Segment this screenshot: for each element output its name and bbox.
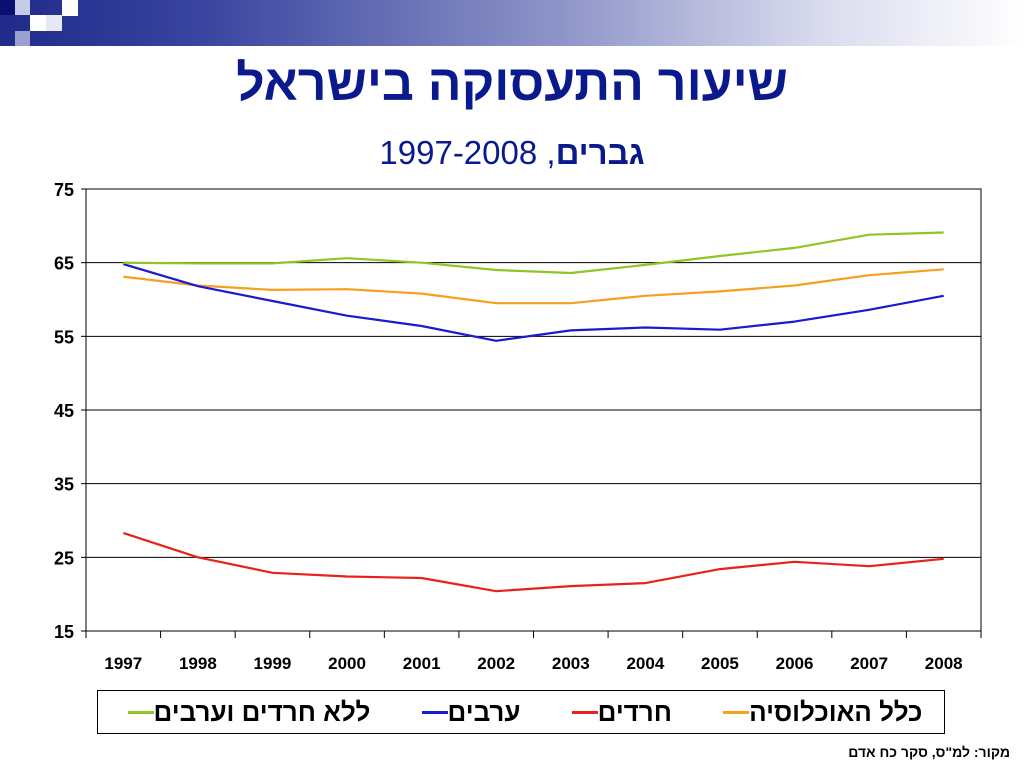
x-tick-label: 2007 <box>850 654 888 673</box>
decoration-square-4 <box>46 15 62 31</box>
legend-swatch <box>571 710 598 714</box>
series-line <box>197 556 422 580</box>
y-tick-label: 65 <box>54 254 74 274</box>
source-note: מקור: למ"ס, סקר כח אדם <box>848 744 1010 760</box>
legend-label: ערבים <box>447 696 521 727</box>
y-tick-label: 35 <box>54 475 74 495</box>
x-tick-label: 2003 <box>552 654 590 673</box>
legend-item: ללא חרדים וערבים <box>120 696 371 728</box>
series-line <box>197 231 944 275</box>
x-tick-label: 2005 <box>701 654 739 673</box>
series-line <box>122 531 199 559</box>
series-line <box>421 557 944 593</box>
chart-legend: כלל האוכלוסיה חרדים ערבים ללא חרדים וערבים <box>97 690 945 734</box>
x-tick-label: 1999 <box>254 654 292 673</box>
series-line <box>123 261 198 265</box>
decoration-square-5 <box>15 31 30 46</box>
series-line <box>123 268 944 305</box>
legend-item: חרדים <box>564 697 672 728</box>
legend-swatch <box>127 710 154 714</box>
legend-label: ללא חרדים וערבים <box>153 696 371 727</box>
x-tick-label: 2006 <box>776 654 814 673</box>
legend-item: ערבים <box>414 697 521 728</box>
series-line <box>197 285 422 328</box>
y-tick-label: 55 <box>54 327 74 347</box>
slide-title: שיעור התעסוקה בישראל <box>236 55 788 111</box>
series-line <box>122 263 199 288</box>
header-decoration-bar <box>0 0 1024 46</box>
x-tick-label: 2004 <box>626 654 664 673</box>
decoration-square-2 <box>15 0 30 15</box>
decoration-square-6 <box>62 0 78 16</box>
x-tick-label: 2001 <box>403 654 441 673</box>
x-tick-label: 2002 <box>477 654 515 673</box>
y-tick-label: 15 <box>54 622 74 642</box>
legend-swatch <box>723 710 750 714</box>
x-tick-label: 1998 <box>179 654 217 673</box>
decoration-square-3 <box>30 15 46 31</box>
y-tick-label: 75 <box>54 180 74 200</box>
y-tick-label: 25 <box>54 548 74 568</box>
slide-subtitle: גברים, 1997-2008 <box>0 136 1024 169</box>
legend-label: כלל האוכלוסיה <box>749 696 923 727</box>
x-tick-label: 2008 <box>925 654 963 673</box>
subtitle-gender: גברים <box>555 134 645 171</box>
subtitle-years: , 1997-2008 <box>379 134 556 171</box>
legend-label: חרדים <box>597 696 672 727</box>
x-tick-label: 1997 <box>104 654 142 673</box>
decoration-square-1 <box>0 0 15 15</box>
legend-swatch <box>421 710 448 714</box>
x-tick-label: 2000 <box>328 654 366 673</box>
legend-item: כלל האוכלוסיה <box>715 697 922 728</box>
series-line <box>421 294 944 342</box>
y-tick-label: 45 <box>54 401 74 421</box>
